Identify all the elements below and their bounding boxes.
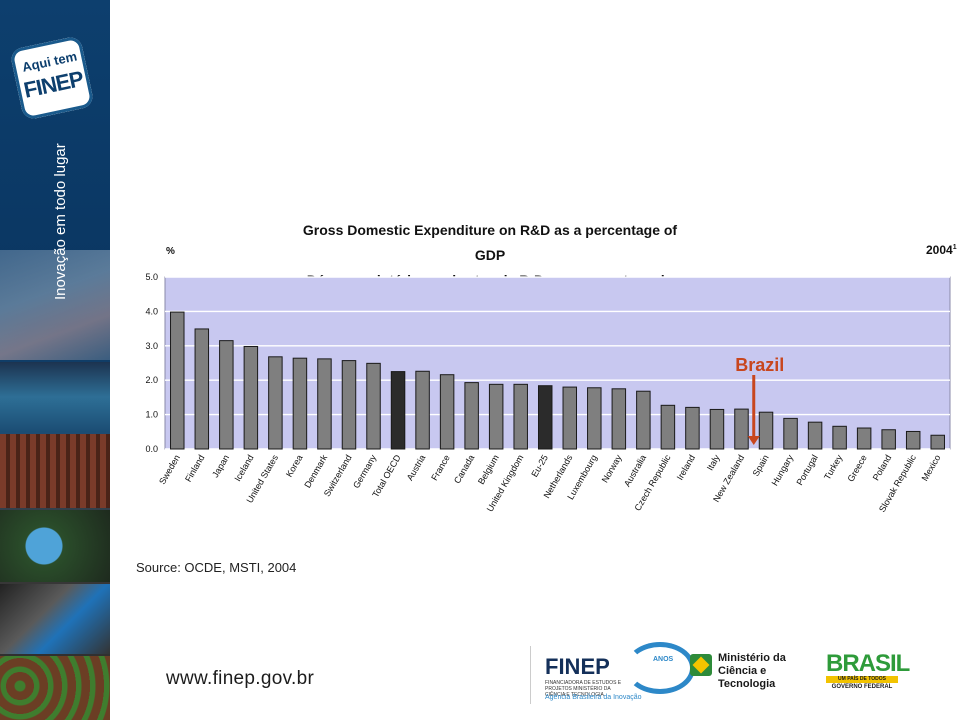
- bar: [587, 387, 602, 450]
- bar: [341, 360, 357, 450]
- bar: [562, 386, 578, 450]
- brazil-arrow-head: [747, 436, 760, 445]
- website-url[interactable]: www.finep.gov.br: [166, 668, 315, 689]
- bar: [537, 385, 553, 450]
- plot-area: [164, 276, 951, 450]
- x-tick-label: Italy: [705, 453, 722, 473]
- photo-oil-platform: [0, 362, 110, 432]
- bar: [366, 362, 381, 450]
- x-tick-label: Eu-25: [529, 453, 550, 479]
- brasil-government-logo: BRASIL UM PAÍS DE TODOS GOVERNO FEDERAL: [826, 650, 910, 692]
- bar: [783, 417, 798, 450]
- bar: [881, 429, 896, 450]
- x-tick-label: Iceland: [232, 453, 255, 483]
- photo-industry: [0, 434, 110, 508]
- bar: [268, 356, 283, 450]
- finep-40-anos-logo: FINEP ANOS FINANCIADORA DE ESTUDOS E PRO…: [545, 642, 695, 704]
- x-tick-label: Austria: [405, 453, 428, 482]
- x-tick-label: Korea: [284, 453, 305, 479]
- brasil-tagline: UM PAÍS DE TODOS: [826, 676, 898, 683]
- bar: [292, 357, 308, 450]
- y-tick-label: 0.0: [145, 444, 158, 454]
- sidebar-slogan: Inovação em todo lugar: [52, 143, 69, 300]
- bar: [194, 328, 210, 450]
- footer-divider: [530, 646, 531, 704]
- y-tick-label: 4.0: [145, 306, 158, 316]
- bar: [856, 427, 872, 450]
- x-tick-label: Poland: [871, 453, 894, 482]
- decorative-sidebar: Aqui tem FINEP Inovação em todo lugar: [0, 0, 110, 720]
- bar: [170, 311, 185, 450]
- x-tick-label: Spain: [751, 453, 771, 478]
- x-tick-label: Sweden: [157, 453, 182, 486]
- bar: [734, 408, 749, 450]
- x-tick-label: Finland: [183, 453, 206, 484]
- bar: [513, 383, 528, 450]
- finep-logo-subtitle: FINANCIADORA DE ESTUDOS E PROJETOS MINIS…: [545, 680, 622, 698]
- brazil-flag-icon: [690, 654, 712, 676]
- photo-seedlings: [0, 656, 110, 720]
- bar: [807, 421, 823, 450]
- bar: [390, 371, 406, 450]
- bar: [439, 374, 455, 450]
- x-tick-label: Belgium: [476, 453, 501, 486]
- finep-logo-word: FINEP: [545, 654, 610, 679]
- bar: [611, 388, 627, 450]
- bar: [685, 406, 700, 450]
- photo-water-pipe: [0, 510, 110, 582]
- bar: [930, 434, 945, 450]
- brasil-logo-word: BRASIL: [826, 650, 910, 677]
- year-footnote: 1: [952, 244, 957, 251]
- rd-expenditure-bar-chart: 0.0 1.0 2.0 3.0 4.0 5.0 Sweden Finland Japan Icel…: [145, 272, 951, 514]
- bar: [758, 411, 774, 450]
- x-tick-label: Ireland: [675, 453, 697, 482]
- bar: [905, 430, 921, 450]
- brasil-gov: GOVERNO FEDERAL: [831, 684, 893, 690]
- bar: [709, 408, 725, 450]
- bar: [415, 370, 430, 450]
- y-tick-label: 5.0: [145, 272, 158, 282]
- finep-agency-tagline: Agência Brasileira da Inovação: [545, 694, 642, 701]
- bar: [317, 358, 332, 450]
- bar: [660, 404, 676, 450]
- x-tick-label: Mexico: [920, 453, 943, 483]
- chart-year: 20041: [926, 243, 957, 257]
- x-tick-label: Turkey: [822, 453, 844, 482]
- finep-anos: ANOS: [653, 656, 674, 663]
- x-tick-label: Hungary: [770, 453, 796, 488]
- bar: [219, 340, 234, 450]
- ministry-name: Ministério da Ciência e Tecnologia: [718, 652, 786, 690]
- y-axis-unit: %: [166, 246, 175, 257]
- x-tick-label: Japan: [210, 453, 231, 479]
- bar: [832, 425, 847, 450]
- year-value: 2004: [926, 243, 953, 257]
- bar: [464, 382, 479, 450]
- photo-lab: [0, 250, 110, 360]
- photo-machinery: [0, 584, 110, 654]
- y-tick-label: 2.0: [145, 375, 158, 385]
- x-tick-label: Portugal: [794, 453, 819, 487]
- x-tick-label: Germany: [351, 453, 378, 490]
- bar: [243, 345, 259, 450]
- x-tick-label: Denmark: [302, 453, 329, 490]
- brazil-annotation-label: Brazil: [735, 355, 784, 375]
- forty-years-ring-icon: [625, 642, 695, 694]
- x-tick-label: Greece: [845, 453, 868, 484]
- chart-source: Source: OCDE, MSTI, 2004: [136, 560, 297, 575]
- bar: [636, 390, 651, 450]
- aqui-tem-finep-badge: Aqui tem FINEP: [9, 35, 95, 121]
- x-tick-label: France: [429, 453, 452, 482]
- chart-title: Gross Domestic Expenditure on R&D as a p…: [302, 222, 678, 263]
- x-tick-label: Norway: [600, 453, 624, 485]
- x-tick-label: Australia: [622, 453, 648, 488]
- x-tick-label: Canada: [452, 453, 476, 485]
- y-tick-label: 3.0: [145, 341, 158, 351]
- bar: [488, 383, 504, 450]
- y-tick-label: 1.0: [145, 410, 158, 420]
